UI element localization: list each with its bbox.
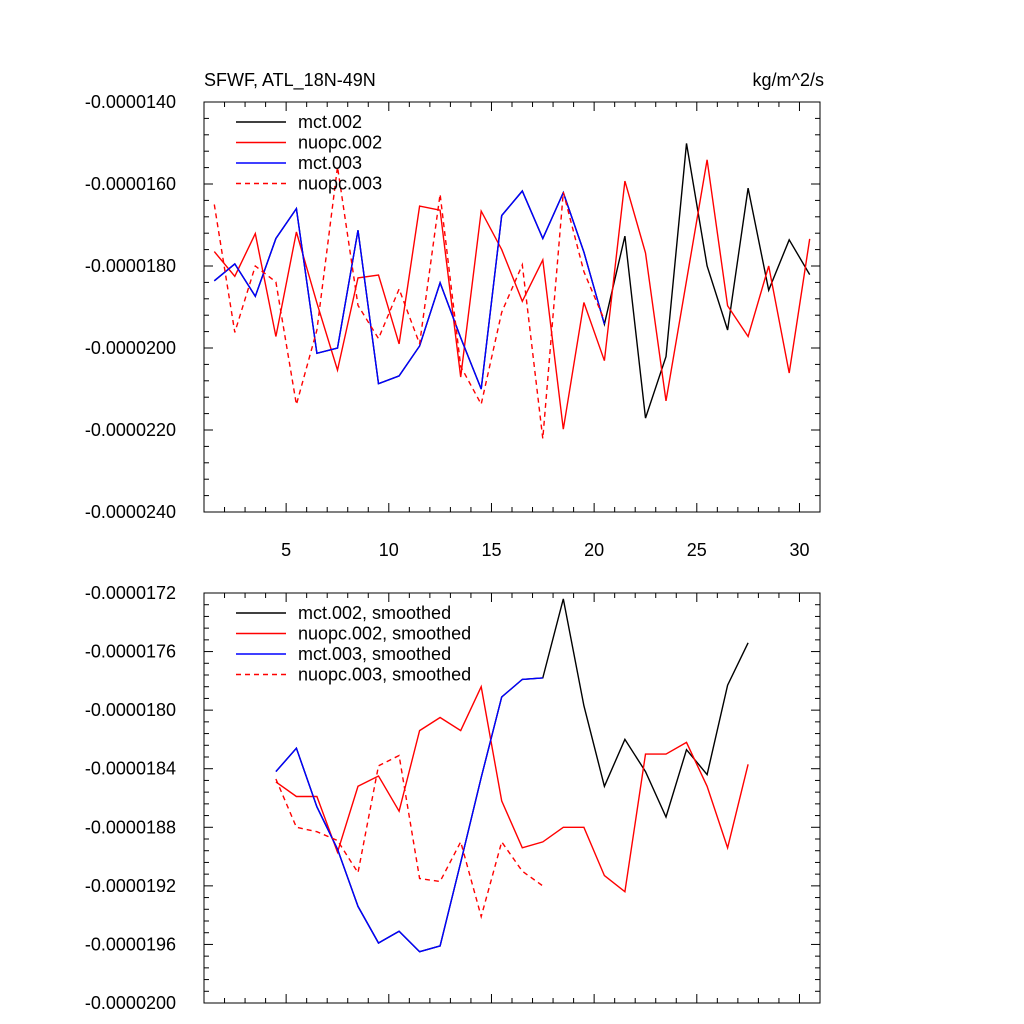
y-tick-label: -0.0000220 [85,420,176,440]
y-tick-label: -0.0000196 [85,934,176,954]
series-line [213,159,811,430]
y-tick-label: -0.0000172 [85,583,176,603]
y-tick-label: -0.0000240 [85,502,176,522]
x-tick-label: 15 [481,540,501,560]
legend-label: mct.003 [298,153,362,173]
y-tick-label: -0.0000180 [85,256,176,276]
chart-title: SFWF, ATL_18N-49N [204,70,376,91]
y-tick-label: -0.0000192 [85,876,176,896]
y-tick-label: -0.0000180 [85,700,176,720]
y-tick-label: -0.0000160 [85,174,176,194]
legend-label: nuopc.002 [298,133,382,153]
legend-label: mct.002, smoothed [298,603,451,623]
legend-label: nuopc.003, smoothed [298,665,471,685]
series-line [213,166,606,439]
series-line [213,189,606,390]
legend-label: nuopc.003 [298,174,382,194]
series-line [275,684,749,893]
y-tick-label: -0.0000188 [85,817,176,837]
x-tick-label: 25 [687,540,707,560]
x-tick-label: 5 [281,540,291,560]
y-tick-label: -0.0000140 [85,92,176,112]
x-tick-label: 10 [379,540,399,560]
legend-label: nuopc.002, smoothed [298,624,471,644]
y-tick-label: -0.0000176 [85,642,176,662]
plot-frame [203,592,821,1004]
legend-label: mct.002 [298,112,362,132]
y-tick-label: -0.0000184 [85,759,176,779]
chart-units-label: kg/m^2/s [753,70,824,90]
x-tick-label: 20 [584,540,604,560]
legend-label: mct.003, smoothed [298,644,451,664]
series-line [275,677,543,953]
y-tick-label: -0.0000200 [85,338,176,358]
series-line [275,754,544,920]
x-tick-label: 30 [789,540,809,560]
chart-panel-bottom: -0.0000172 -0.0000176 -0.0000180 -0.0000184… [85,583,821,1013]
chart-panel-top: SFWF, ATL_18N-49N kg/m^2/s -0.0000140 -0.… [85,70,824,560]
y-tick-label: -0.0000200 [85,993,176,1013]
